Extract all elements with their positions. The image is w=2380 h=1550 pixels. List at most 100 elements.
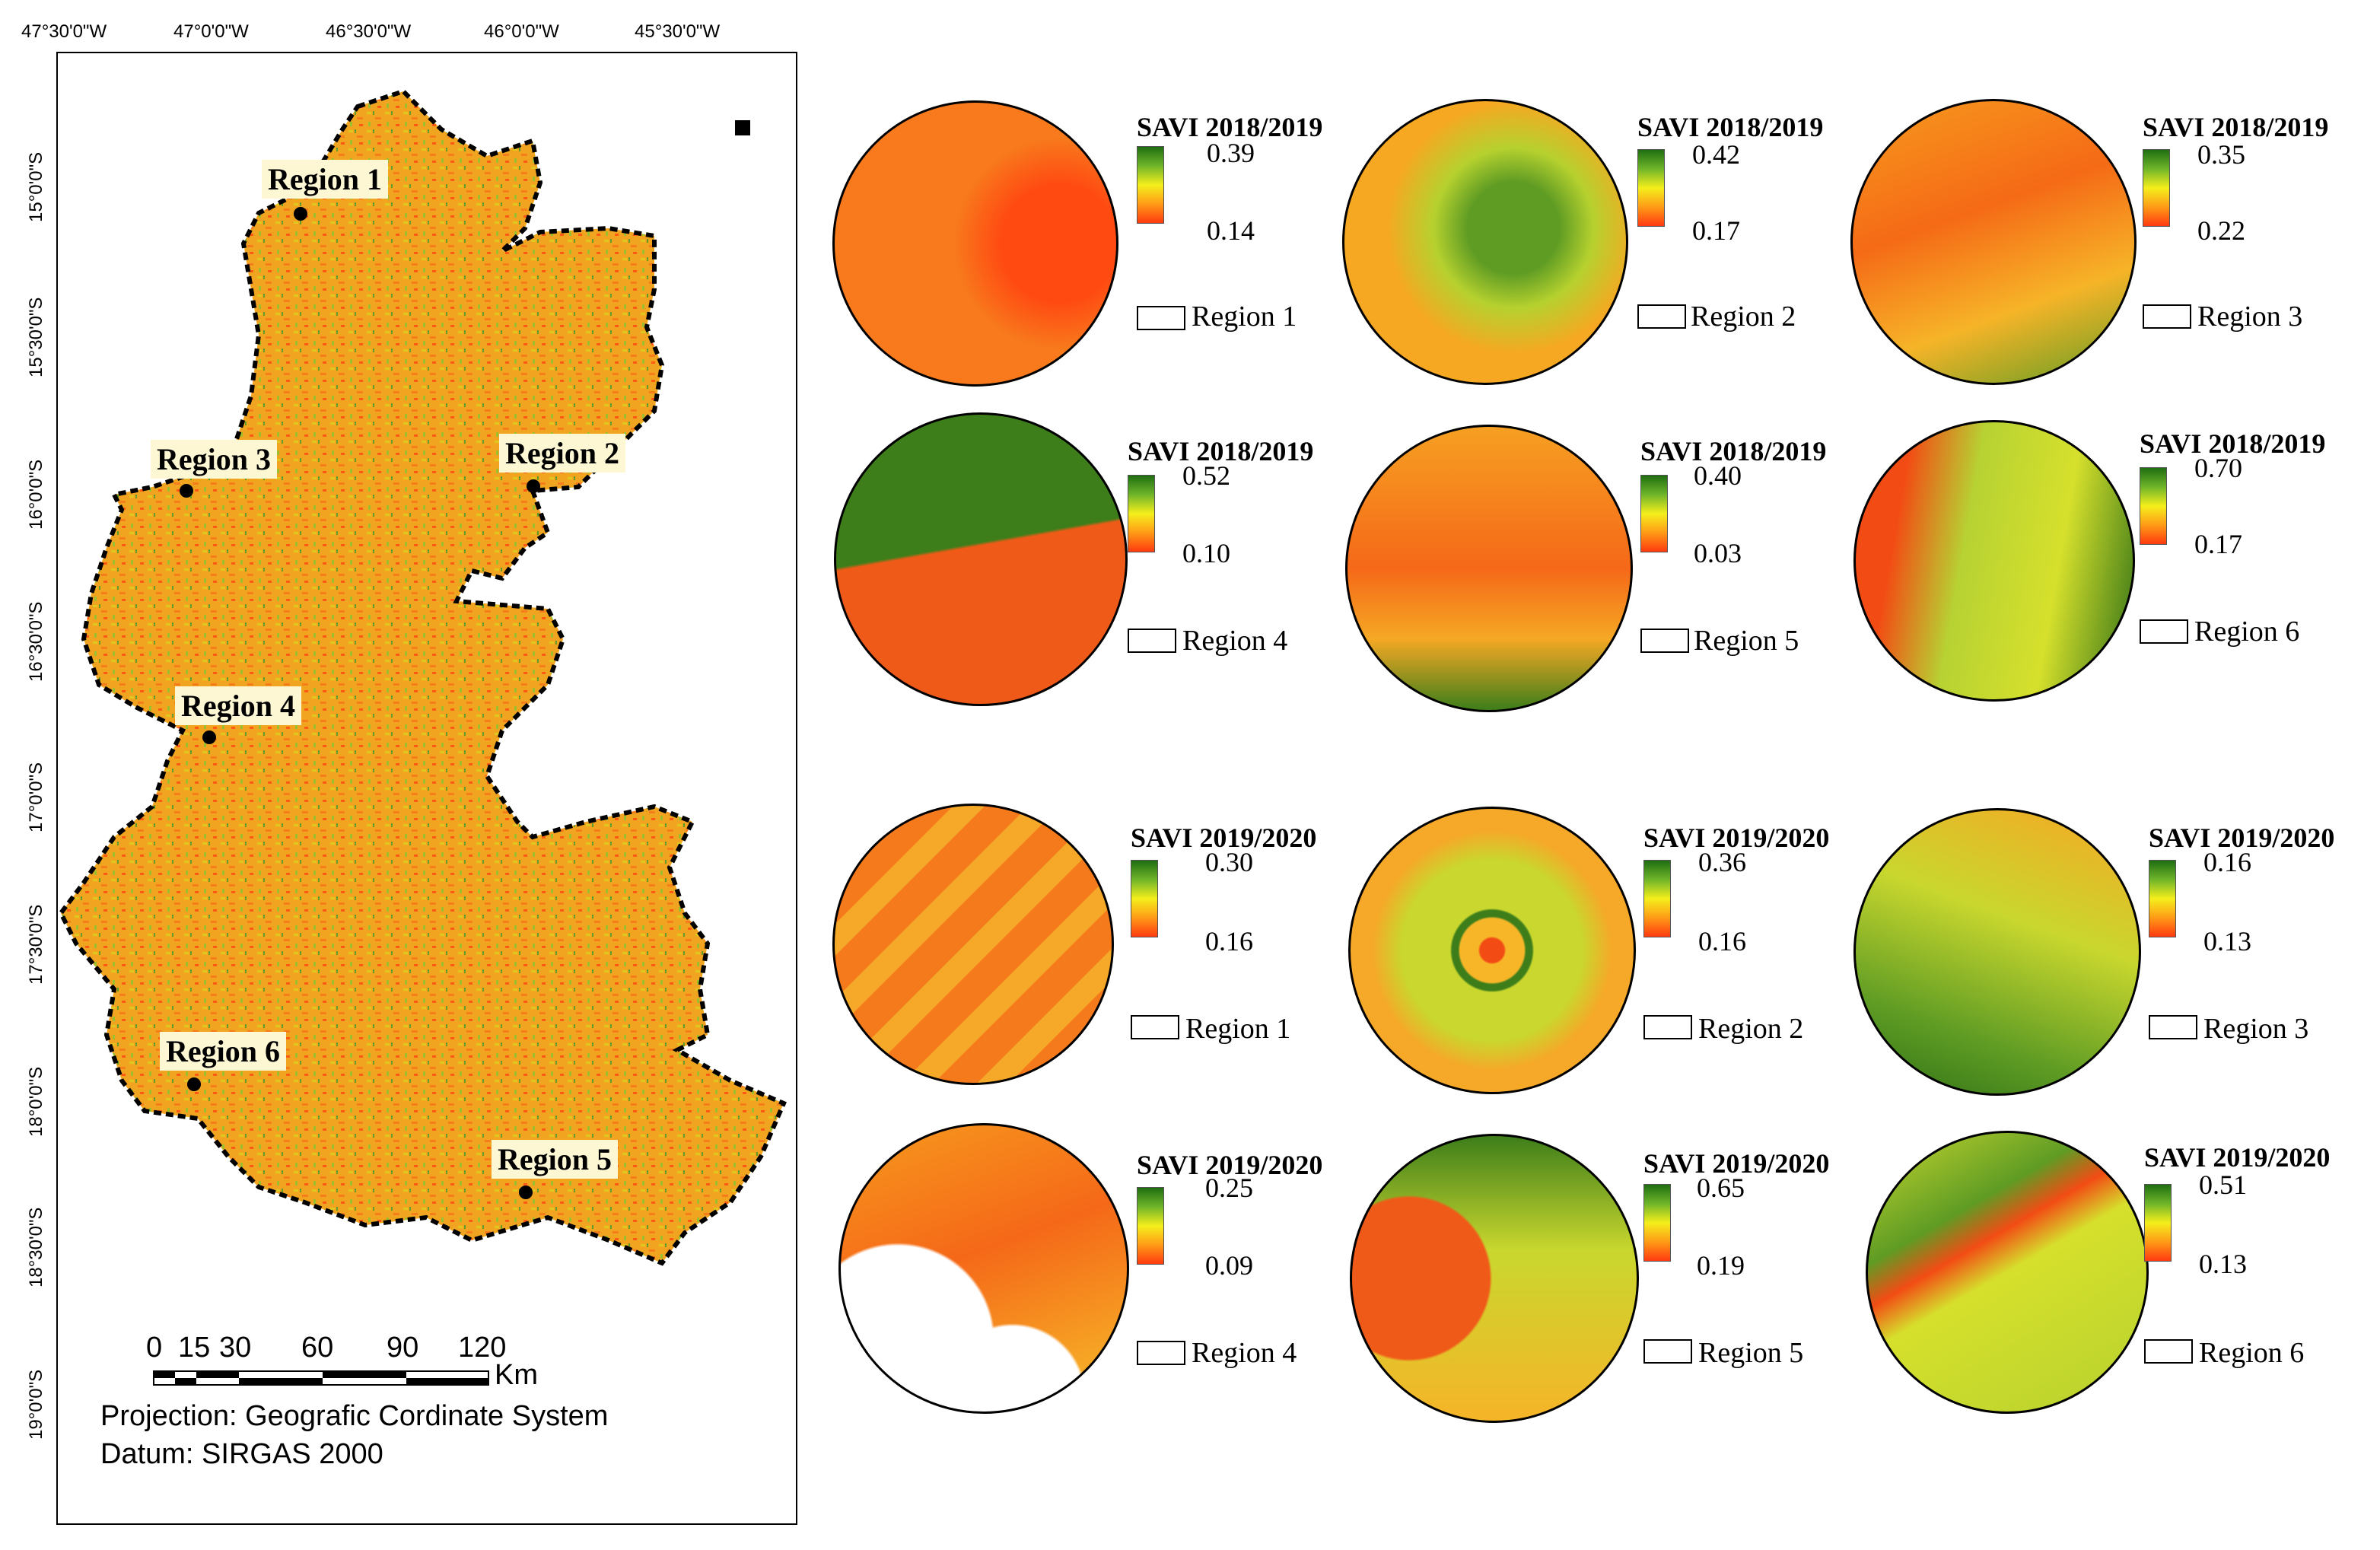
region-label-5: Region 5 — [492, 1140, 618, 1179]
legend-min: 0.14 — [1207, 215, 1255, 246]
region-label-4: Region 4 — [175, 686, 301, 725]
inset-title: SAVI 2019/2020 — [1643, 1148, 1830, 1179]
legend-min: 0.19 — [1697, 1250, 1745, 1281]
legend-colorbar — [1637, 149, 1665, 227]
legend-max: 0.30 — [1205, 847, 1253, 877]
legend-min: 0.13 — [2199, 1249, 2247, 1279]
inset-title: SAVI 2018/2019 — [1637, 112, 1824, 142]
scale-tick: 60 — [301, 1332, 334, 1364]
inset-map-1 — [832, 100, 1118, 387]
region-caption: Region 6 — [2194, 616, 2300, 648]
region-caption: Region 6 — [2199, 1337, 2305, 1369]
region-swatch — [1131, 1015, 1179, 1039]
legend-max: 0.36 — [1698, 847, 1746, 877]
region-swatch — [1643, 1015, 1692, 1039]
region-label-2: Region 2 — [499, 434, 625, 473]
inset-map-6 — [1853, 420, 2135, 702]
inset-title: SAVI 2019/2020 — [2149, 823, 2335, 853]
region-caption: Region 1 — [1192, 301, 1297, 333]
region-swatch — [1640, 629, 1689, 653]
inset-map-3 — [1850, 99, 2137, 385]
legend-min: 0.16 — [1205, 926, 1253, 956]
scale-bar — [153, 1370, 489, 1386]
projection-text: Projection: Geografic Cordinate System — [100, 1400, 609, 1432]
legend-colorbar — [1643, 860, 1671, 937]
region-swatch — [1128, 629, 1176, 653]
scale-tick: 15 — [178, 1332, 211, 1364]
inset-map-12 — [1866, 1131, 2149, 1414]
scale-unit: Km — [495, 1359, 538, 1391]
study-area-shape — [58, 88, 787, 1266]
legend-colorbar — [2149, 860, 2176, 937]
inset-map-4 — [834, 412, 1128, 706]
region-swatch — [1137, 306, 1185, 330]
region-label-1: Region 1 — [262, 160, 388, 199]
region-marker-3 — [180, 484, 193, 498]
legend-min: 0.09 — [1205, 1250, 1253, 1281]
region-marker-2 — [527, 479, 540, 493]
legend-colorbar — [2143, 149, 2170, 227]
inset-map-8 — [1348, 807, 1636, 1094]
inset-map-2 — [1342, 99, 1628, 385]
inset-title: SAVI 2018/2019 — [1640, 436, 1827, 466]
legend-max: 0.35 — [2197, 139, 2245, 170]
region-swatch — [1643, 1339, 1692, 1364]
legend-min: 0.22 — [2197, 215, 2245, 246]
scale-tick: 90 — [387, 1332, 419, 1364]
inset-title: SAVI 2018/2019 — [1128, 436, 1314, 466]
region-caption: Region 3 — [2197, 301, 2303, 333]
region-swatch — [2149, 1015, 2197, 1039]
region-caption: Region 3 — [2203, 1013, 2309, 1045]
legend-max: 0.16 — [2203, 847, 2251, 877]
legend-min: 0.17 — [2194, 529, 2242, 559]
legend-max: 0.40 — [1694, 460, 1742, 491]
legend-colorbar — [1137, 1187, 1164, 1265]
inset-title: SAVI 2019/2020 — [1131, 823, 1317, 853]
region-caption: Region 2 — [1691, 301, 1796, 333]
region-swatch — [2140, 619, 2188, 644]
region-caption: Region 4 — [1192, 1337, 1297, 1369]
legend-max: 0.52 — [1182, 460, 1230, 491]
lon-tick: 47°30'0"W — [21, 21, 107, 42]
legend-min: 0.13 — [2203, 926, 2251, 956]
legend-max: 0.70 — [2194, 453, 2242, 483]
region-caption: Region 1 — [1185, 1013, 1291, 1045]
region-swatch — [1637, 304, 1686, 329]
inset-title: SAVI 2019/2020 — [2144, 1142, 2331, 1173]
legend-min: 0.10 — [1182, 538, 1230, 568]
region-label-3: Region 3 — [151, 440, 277, 479]
legend-max: 0.42 — [1692, 139, 1740, 170]
inset-title: SAVI 2018/2019 — [2140, 428, 2326, 459]
legend-colorbar — [2140, 467, 2167, 545]
region-caption: Region 4 — [1182, 625, 1288, 657]
legend-max: 0.65 — [1697, 1173, 1745, 1203]
region-marker-1 — [294, 207, 307, 221]
scale-tick: 120 — [458, 1332, 507, 1364]
legend-colorbar — [1137, 146, 1164, 224]
inset-map-5 — [1345, 425, 1633, 712]
datum-text: Datum: SIRGAS 2000 — [100, 1438, 383, 1470]
legend-colorbar — [1128, 475, 1155, 552]
lon-tick: 46°30'0"W — [326, 21, 412, 42]
inset-title: SAVI 2019/2020 — [1643, 823, 1830, 853]
legend-max: 0.39 — [1207, 138, 1255, 168]
inset-title: SAVI 2018/2019 — [1137, 112, 1323, 142]
region-marker-4 — [202, 730, 216, 744]
region-swatch — [1137, 1341, 1185, 1365]
region-marker-6 — [187, 1077, 201, 1091]
inset-title: SAVI 2019/2020 — [1137, 1150, 1323, 1180]
scale-tick: 30 — [219, 1332, 252, 1364]
inset-map-11 — [1350, 1134, 1639, 1423]
region-marker-5 — [519, 1186, 533, 1199]
legend-max: 0.25 — [1205, 1173, 1253, 1203]
legend-colorbar — [2144, 1184, 2172, 1262]
legend-colorbar — [1640, 475, 1668, 552]
legend-colorbar — [1643, 1184, 1671, 1262]
scale-tick: 0 — [146, 1332, 163, 1364]
legend-min: 0.16 — [1698, 926, 1746, 956]
lon-tick: 46°0'0"W — [484, 21, 559, 42]
legend-colorbar — [1131, 860, 1158, 937]
legend-max: 0.51 — [2199, 1170, 2247, 1200]
legend-min: 0.03 — [1694, 538, 1742, 568]
region-caption: Region 2 — [1698, 1013, 1804, 1045]
